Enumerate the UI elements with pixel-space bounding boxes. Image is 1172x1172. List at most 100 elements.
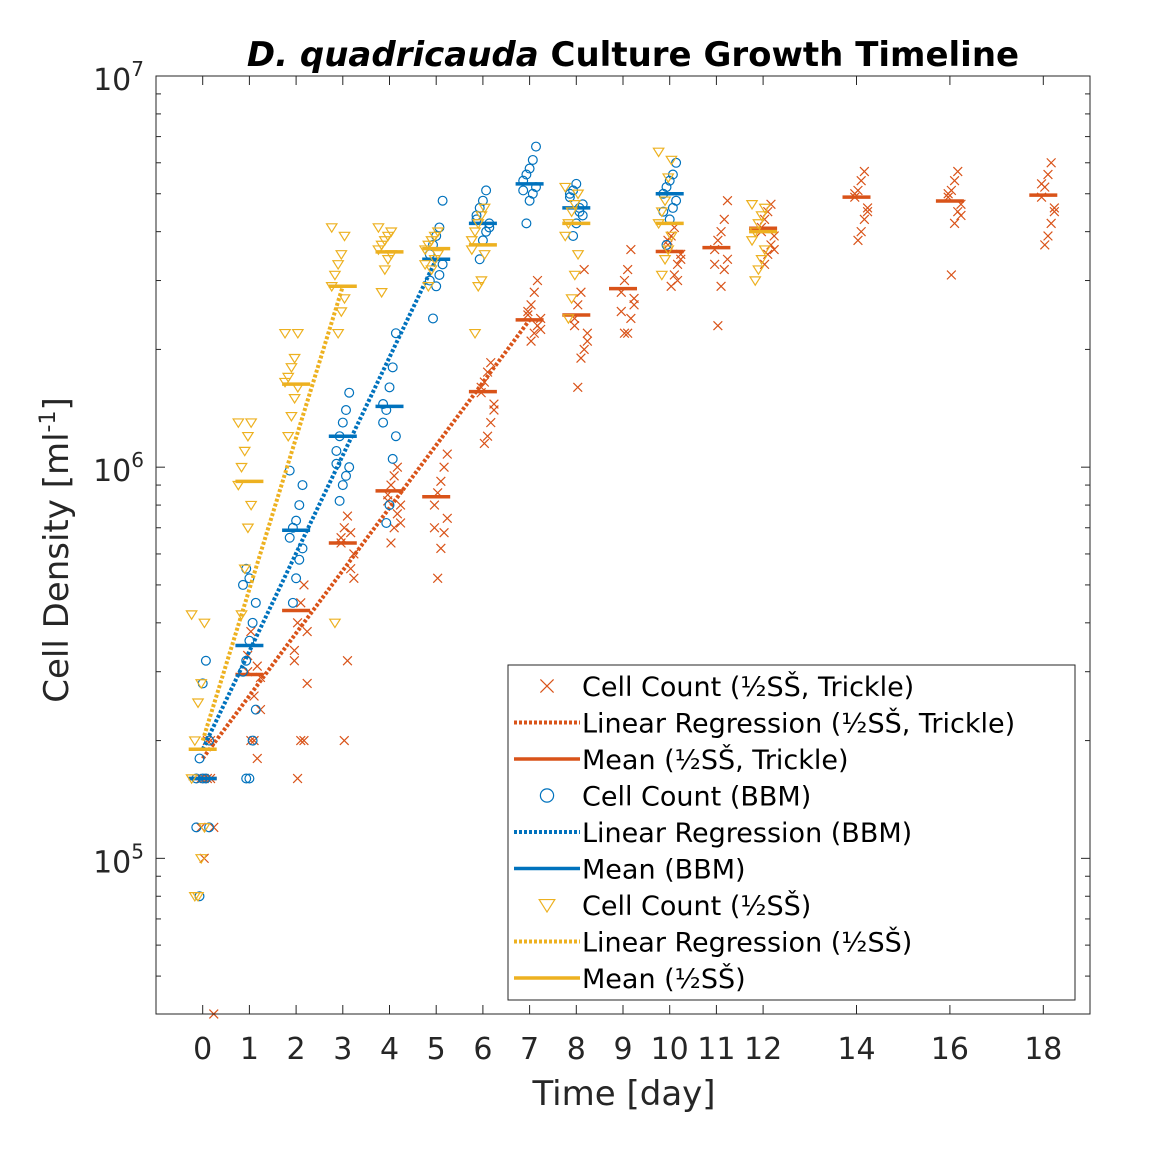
x-tick-label: 7 [520, 1032, 539, 1067]
data-point [331, 260, 345, 271]
y-tick-label: 107 [93, 57, 144, 98]
data-point [392, 462, 403, 472]
data-point [485, 417, 496, 428]
marker-stroke [194, 679, 208, 690]
data-point [431, 250, 445, 261]
data-point [956, 210, 966, 221]
marker-stroke [335, 250, 348, 261]
marker-stroke [292, 773, 303, 784]
marker-stroke [387, 362, 398, 373]
data-point [568, 270, 582, 281]
data-point [859, 166, 870, 177]
data-point [523, 306, 533, 317]
marker-stroke [185, 774, 198, 785]
data-point [524, 163, 535, 174]
legend-entry: Cell Count (BBM) [539, 782, 811, 813]
data-point [294, 554, 305, 565]
legend-box [507, 664, 1076, 1001]
marker-stroke [568, 270, 582, 281]
data-point [337, 480, 348, 491]
data-point [1049, 203, 1060, 213]
data-point [281, 372, 295, 383]
data-point [387, 362, 398, 373]
data-point [658, 255, 672, 266]
data-point [661, 239, 672, 250]
marker-stroke [558, 231, 572, 242]
data-point [285, 411, 298, 422]
data-point [381, 517, 392, 528]
legend: Cell Count (½SŠ, Trickle) Linear Regressi… [507, 664, 1076, 1001]
data-point [758, 245, 772, 256]
marker-stroke [539, 678, 555, 694]
data-point [465, 236, 479, 247]
data-point [946, 270, 957, 280]
marker-stroke [246, 626, 256, 637]
marker-stroke [475, 276, 488, 287]
data-point [241, 773, 252, 784]
marker-stroke [432, 573, 443, 584]
marker-stroke [521, 218, 532, 229]
marker-stroke [485, 357, 496, 368]
data-point [658, 196, 672, 207]
x-tick-label: 6 [473, 1032, 492, 1067]
marker-stroke [655, 207, 669, 218]
x-tick-label: 9 [613, 1032, 632, 1067]
marker-stroke [429, 522, 440, 533]
marker-stroke [442, 513, 453, 524]
data-point [582, 328, 593, 339]
marker-stroke [299, 580, 309, 590]
data-point [952, 166, 963, 177]
marker-stroke [1049, 206, 1060, 217]
marker-stroke [241, 773, 252, 784]
y-axis-label-main: Cell Density [ml [37, 432, 77, 702]
data-point [372, 223, 385, 234]
data-point [278, 328, 292, 340]
marker-stroke [439, 462, 449, 472]
x-tick-label: 1 [240, 1032, 259, 1067]
x-tick-label: 2 [287, 1032, 306, 1067]
data-point [719, 264, 730, 275]
data-point [1036, 179, 1047, 189]
data-point [297, 480, 308, 491]
data-point [338, 231, 351, 242]
data-point [292, 618, 303, 628]
data-point [292, 773, 303, 784]
marker-stroke [422, 240, 435, 251]
marker-stroke [755, 211, 768, 222]
data-point [579, 344, 589, 355]
data-point [325, 223, 339, 234]
marker-stroke [530, 141, 541, 152]
marker-stroke [1036, 179, 1047, 189]
marker-stroke [562, 314, 575, 325]
data-point [200, 655, 211, 666]
data-point [389, 522, 399, 533]
marker-stroke [381, 517, 392, 528]
marker-stroke [862, 203, 873, 213]
data-point [389, 471, 399, 481]
data-point [238, 579, 249, 590]
marker-stroke [372, 245, 385, 256]
data-point [619, 275, 630, 286]
data-point [291, 573, 302, 584]
marker-stroke [862, 206, 873, 217]
marker-stroke [386, 480, 396, 490]
data-point [616, 306, 627, 317]
data-point [752, 265, 765, 276]
marker-stroke [384, 382, 395, 393]
marker-stroke [518, 185, 529, 196]
marker-stroke [526, 336, 536, 346]
data-point [475, 276, 488, 287]
data-point [250, 704, 261, 715]
marker-stroke [529, 328, 540, 339]
marker-stroke [626, 244, 636, 255]
data-point [661, 245, 675, 256]
marker-stroke [709, 259, 720, 270]
marker-stroke [529, 287, 540, 298]
marker-stroke [337, 480, 348, 491]
marker-stroke [675, 254, 686, 265]
data-point [652, 147, 665, 158]
marker-stroke [571, 178, 582, 189]
marker-stroke [436, 543, 446, 554]
marker-stroke [191, 822, 202, 833]
data-point [722, 254, 733, 265]
